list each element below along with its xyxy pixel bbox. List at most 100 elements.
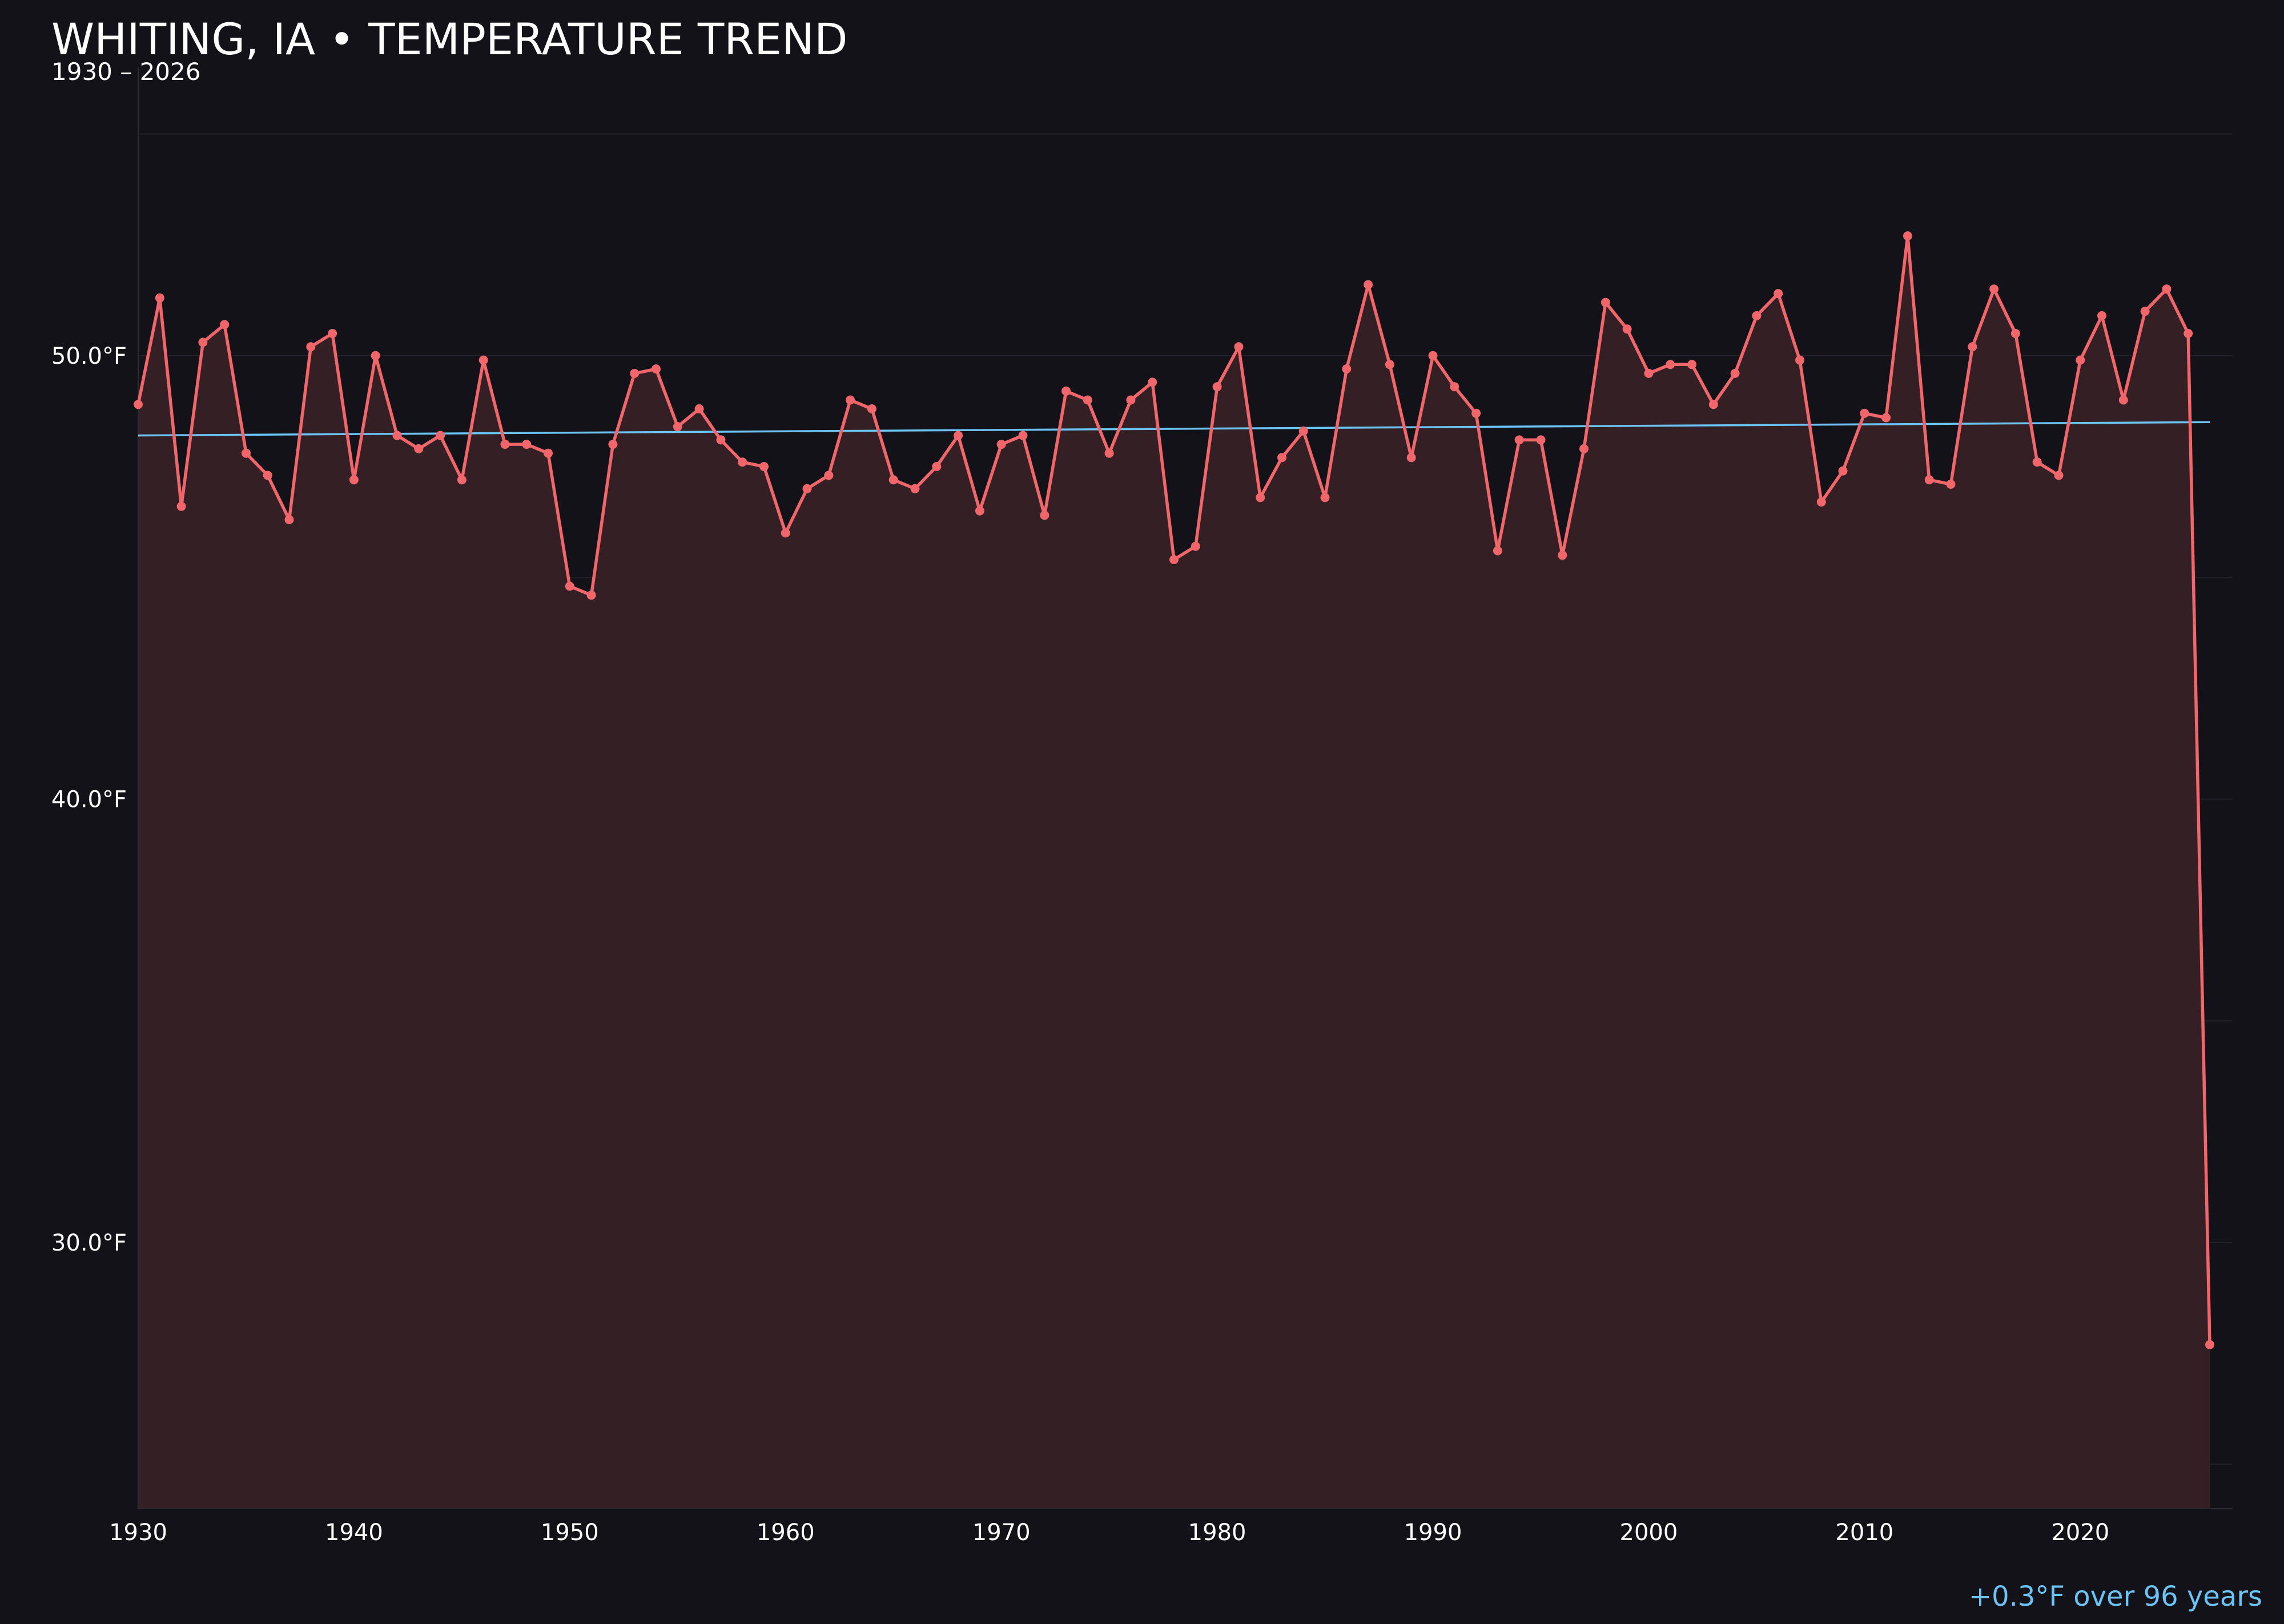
data-point	[155, 293, 164, 303]
data-point	[1838, 466, 1848, 476]
data-point	[349, 475, 359, 485]
data-points	[134, 231, 2214, 1349]
data-point	[1666, 360, 1675, 369]
data-point	[1924, 475, 1934, 485]
data-point	[781, 528, 790, 538]
data-point	[1169, 555, 1179, 564]
x-tick-label: 1930	[109, 1520, 167, 1546]
data-point	[1385, 360, 1394, 369]
data-point	[1061, 386, 1071, 396]
data-point	[759, 462, 769, 471]
data-point	[392, 431, 402, 440]
data-point	[2054, 471, 2064, 480]
data-point	[608, 440, 618, 449]
data-point	[2032, 457, 2042, 467]
data-point	[910, 484, 920, 493]
chart-title: WHITING, IA • TEMPERATURE TREND	[51, 14, 848, 65]
data-point	[1018, 431, 1028, 440]
data-point	[1536, 435, 1546, 445]
data-point	[954, 431, 963, 440]
data-point	[263, 471, 272, 480]
data-point	[1968, 342, 1977, 352]
data-point	[1471, 408, 1481, 418]
data-point	[1903, 231, 1912, 241]
data-point	[694, 404, 704, 413]
data-point	[1083, 395, 1092, 405]
data-point	[2184, 329, 2193, 338]
data-point	[1493, 546, 1502, 556]
data-point	[1148, 377, 1157, 387]
data-point	[1320, 493, 1330, 503]
data-point	[544, 448, 553, 458]
data-point	[1644, 368, 1654, 378]
x-tick-label: 1940	[325, 1520, 383, 1546]
data-point	[1428, 351, 1438, 360]
y-tick-label: 40.0°F	[51, 786, 127, 813]
data-point	[1040, 510, 1049, 520]
data-point	[1881, 413, 1891, 423]
data-point	[565, 581, 574, 591]
data-point	[1514, 435, 1524, 445]
data-point	[2162, 284, 2172, 294]
data-point	[284, 515, 294, 525]
data-point	[888, 475, 898, 485]
data-point	[436, 431, 445, 440]
data-point	[2205, 1340, 2214, 1349]
data-point	[1364, 280, 1373, 290]
data-point	[1795, 355, 1804, 365]
data-point	[2118, 395, 2128, 405]
data-point	[176, 501, 186, 511]
data-point	[1622, 324, 1632, 334]
data-point	[2076, 355, 2085, 365]
data-point	[2010, 329, 2020, 338]
data-point	[738, 457, 747, 467]
data-point	[1342, 364, 1352, 374]
data-point	[586, 590, 596, 600]
data-point	[846, 395, 855, 405]
x-tick-label: 1990	[1404, 1520, 1462, 1546]
trend-summary: +0.3°F over 96 years	[1969, 1581, 2262, 1613]
data-point	[1450, 382, 1459, 392]
x-tick-label: 2020	[2051, 1520, 2109, 1546]
data-point	[1212, 382, 1222, 392]
x-tick-label: 1970	[972, 1520, 1031, 1546]
x-tick-label: 1960	[757, 1520, 815, 1546]
data-point	[1774, 289, 1783, 299]
data-point	[1298, 426, 1308, 436]
data-point	[242, 448, 251, 458]
data-point	[371, 351, 380, 360]
data-point	[306, 342, 316, 352]
data-point	[414, 444, 424, 453]
data-point	[630, 368, 640, 378]
x-tick-label: 2000	[1620, 1520, 1678, 1546]
data-point	[1730, 368, 1740, 378]
data-point	[478, 355, 488, 365]
data-point	[1558, 550, 1567, 560]
data-point	[1601, 298, 1610, 307]
data-point	[1406, 453, 1416, 463]
data-point	[1816, 497, 1826, 507]
data-point	[457, 475, 467, 485]
data-point	[996, 440, 1006, 449]
data-point	[1946, 480, 1956, 489]
data-point	[673, 422, 682, 432]
x-tick-label: 1950	[541, 1520, 599, 1546]
data-point	[802, 484, 812, 493]
data-point	[932, 462, 942, 471]
data-point	[1687, 360, 1696, 369]
data-point	[134, 400, 143, 409]
data-point	[1752, 311, 1762, 320]
data-point	[1860, 408, 1869, 418]
data-point	[2097, 311, 2106, 320]
y-tick-label: 30.0°F	[51, 1230, 127, 1256]
data-point	[328, 329, 337, 338]
data-point	[2140, 307, 2150, 316]
data-point	[522, 440, 532, 449]
data-point	[1191, 541, 1200, 551]
data-point	[1579, 444, 1589, 453]
data-point	[716, 435, 726, 445]
data-point	[824, 471, 834, 480]
y-tick-label: 50.0°F	[51, 343, 127, 369]
data-point	[198, 337, 208, 347]
